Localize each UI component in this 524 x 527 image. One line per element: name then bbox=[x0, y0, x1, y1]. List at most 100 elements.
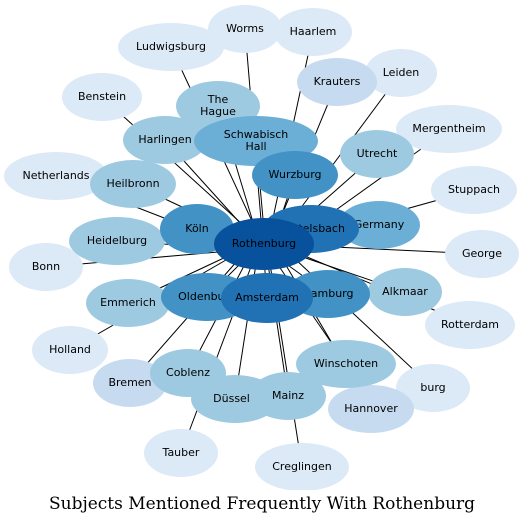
node-ellipse-bonn bbox=[9, 243, 83, 291]
node-ellipse-rothenburg bbox=[214, 218, 314, 270]
node-label-george: George bbox=[462, 247, 502, 260]
node-wurzburg: Wurzburg bbox=[252, 151, 338, 199]
node-germany: Germany bbox=[338, 201, 420, 249]
node-label-bonn: Bonn bbox=[32, 260, 60, 273]
node-label-benstein: Benstein bbox=[78, 90, 126, 103]
node-holland: Holland bbox=[32, 326, 108, 374]
node-ludwigsburg: Ludwigsburg bbox=[118, 23, 224, 71]
node-ellipse-amsterdam bbox=[221, 273, 313, 323]
node-label-rotterdam: Rotterdam bbox=[441, 318, 499, 331]
node-ellipse-ludwigsburg bbox=[118, 23, 224, 71]
node-ellipse-worms bbox=[208, 5, 282, 53]
node-harlingen: Harlingen bbox=[123, 116, 207, 164]
node-label-krauters: Krauters bbox=[314, 75, 361, 88]
node-rothenburg: Rothenburg bbox=[214, 218, 314, 270]
node-label-stuppach: Stuppach bbox=[448, 183, 500, 196]
node-ellipse-hannover bbox=[328, 385, 414, 433]
node-leiden: Leiden bbox=[365, 49, 437, 97]
node-ellipse-netherlands bbox=[4, 152, 108, 200]
node-netherlands: Netherlands bbox=[4, 152, 108, 200]
node-label-the-hague: Hague bbox=[200, 105, 236, 118]
node-label-holland: Holland bbox=[49, 343, 91, 356]
node-ellipse-holland bbox=[32, 326, 108, 374]
node-label-leiden: Leiden bbox=[383, 66, 420, 79]
node-worms: Worms bbox=[208, 5, 282, 53]
node-ellipse-burg bbox=[396, 364, 470, 412]
node-ellipse-bremen bbox=[93, 359, 167, 407]
node-ellipse-heilbronn bbox=[90, 160, 176, 208]
node-hannover: Hannover bbox=[328, 385, 414, 433]
node-alkmaar: Alkmaar bbox=[368, 268, 442, 316]
node-label-mainz: Mainz bbox=[272, 389, 304, 402]
node-label-tauber: Tauber bbox=[162, 446, 200, 459]
node-ellipse-emmerich bbox=[86, 279, 170, 327]
node-tauber: Tauber bbox=[144, 429, 218, 477]
node-label-the-hague: The bbox=[207, 93, 229, 106]
node-label-koln: Köln bbox=[185, 222, 208, 235]
node-label-hannover: Hannover bbox=[344, 402, 398, 415]
node-burg: burg bbox=[396, 364, 470, 412]
node-heilbronn: Heilbronn bbox=[90, 160, 176, 208]
node-ellipse-george bbox=[445, 230, 519, 278]
node-ellipse-winschoten bbox=[296, 340, 396, 388]
node-mergentheim: Mergentheim bbox=[396, 105, 502, 153]
node-label-wurzburg: Wurzburg bbox=[268, 168, 321, 181]
node-layer: Ludwigsburg Worms Haarlem Benstein Leiden Mer… bbox=[4, 5, 519, 490]
node-label-heidelburg: Heidelburg bbox=[87, 234, 147, 247]
network-graph: Ludwigsburg Worms Haarlem Benstein Leiden Mer… bbox=[4, 5, 519, 490]
node-ellipse-tauber bbox=[144, 429, 218, 477]
node-ellipse-benstein bbox=[62, 73, 142, 121]
node-label-haarlem: Haarlem bbox=[290, 25, 337, 38]
node-ellipse-harlingen bbox=[123, 116, 207, 164]
node-utrecht: Utrecht bbox=[340, 130, 414, 178]
node-label-alkmaar: Alkmaar bbox=[382, 285, 428, 298]
node-benstein: Benstein bbox=[62, 73, 142, 121]
node-ellipse-haarlem bbox=[274, 8, 352, 56]
node-label-winschoten: Winschoten bbox=[314, 357, 378, 370]
node-label-hamburg: Hamburg bbox=[303, 287, 354, 300]
node-winschoten: Winschoten bbox=[296, 340, 396, 388]
node-ellipse-stuppach bbox=[431, 166, 517, 214]
node-ellipse-alkmaar bbox=[368, 268, 442, 316]
node-bonn: Bonn bbox=[9, 243, 83, 291]
node-ellipse-creglingen bbox=[255, 443, 349, 490]
node-label-amsterdam: Amsterdam bbox=[235, 291, 299, 304]
node-krauters: Krauters bbox=[297, 58, 377, 106]
node-label-netherlands: Netherlands bbox=[22, 169, 89, 182]
node-label-worms: Worms bbox=[226, 22, 264, 35]
node-ellipse-mergentheim bbox=[396, 105, 502, 153]
node-heidelburg: Heidelburg bbox=[69, 217, 165, 265]
node-creglingen: Creglingen bbox=[255, 443, 349, 490]
node-label-mergentheim: Mergentheim bbox=[412, 122, 485, 135]
node-label-harlingen: Harlingen bbox=[138, 133, 191, 146]
node-label-schwabisch-hall: Hall bbox=[245, 140, 266, 153]
node-label-rothenburg: Rothenburg bbox=[232, 237, 296, 250]
node-ellipse-mainz bbox=[250, 372, 326, 420]
node-label-emmerich: Emmerich bbox=[100, 296, 156, 309]
node-amsterdam: Amsterdam bbox=[221, 273, 313, 323]
node-rotterdam: Rotterdam bbox=[425, 301, 515, 349]
node-stuppach: Stuppach bbox=[431, 166, 517, 214]
node-label-burg: burg bbox=[420, 381, 445, 394]
node-ellipse-rotterdam bbox=[425, 301, 515, 349]
node-emmerich: Emmerich bbox=[86, 279, 170, 327]
node-label-utrecht: Utrecht bbox=[357, 147, 398, 160]
node-haarlem: Haarlem bbox=[274, 8, 352, 56]
node-mainz: Mainz bbox=[250, 372, 326, 420]
node-label-heilbronn: Heilbronn bbox=[106, 177, 159, 190]
chart-title: Subjects Mentioned Frequently With Rothe… bbox=[48, 494, 476, 514]
node-label-dusseld: Düsseld bbox=[213, 392, 257, 405]
node-label-schwabisch-hall: Schwabisch bbox=[224, 128, 289, 141]
node-ellipse-leiden bbox=[365, 49, 437, 97]
node-ellipse-wurzburg bbox=[252, 151, 338, 199]
node-ellipse-krauters bbox=[297, 58, 377, 106]
node-ellipse-germany bbox=[338, 201, 420, 249]
node-label-ludwigsburg: Ludwigsburg bbox=[136, 40, 206, 53]
node-label-bremen: Bremen bbox=[108, 376, 151, 389]
node-bremen: Bremen bbox=[93, 359, 167, 407]
node-george: George bbox=[445, 230, 519, 278]
node-ellipse-utrecht bbox=[340, 130, 414, 178]
node-label-germany: Germany bbox=[354, 218, 405, 231]
node-label-coblenz: Coblenz bbox=[166, 366, 210, 379]
node-ellipse-heidelburg bbox=[69, 217, 165, 265]
